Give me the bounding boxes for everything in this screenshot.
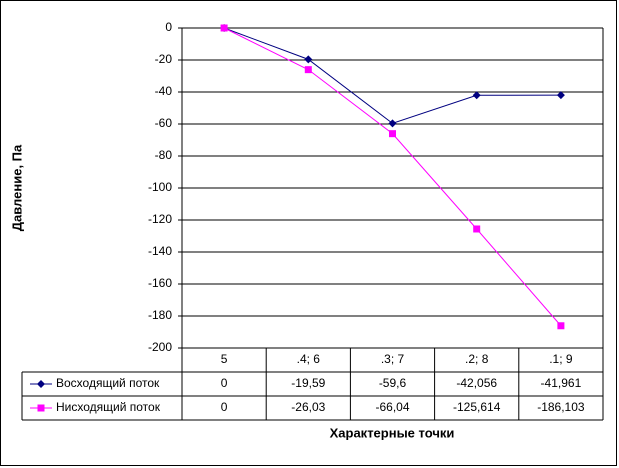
x-axis-title: Характерные точки <box>330 425 455 440</box>
marker <box>220 24 228 32</box>
marker <box>37 404 45 412</box>
table-value: -41,961 <box>541 376 582 390</box>
y-tick-label: -100 <box>148 180 172 194</box>
x-tick-label: .1; 9 <box>549 352 573 366</box>
marker <box>304 66 312 74</box>
marker <box>389 130 396 138</box>
y-tick-label: 0 <box>165 20 172 34</box>
table-value: -186,103 <box>537 400 585 414</box>
x-tick-label: .4; 6 <box>297 352 321 366</box>
marker <box>388 119 397 128</box>
marker <box>556 91 565 100</box>
y-tick-label: -20 <box>155 52 173 66</box>
y-tick-label: -80 <box>155 148 173 162</box>
y-axis-title: Давление, Па <box>9 144 24 231</box>
x-tick-label: .2; 8 <box>465 352 489 366</box>
y-tick-label: -120 <box>148 212 172 226</box>
table-value: -42,056 <box>456 376 497 390</box>
y-tick-label: -140 <box>148 244 172 258</box>
marker <box>557 322 565 330</box>
marker <box>37 380 45 388</box>
y-tick-label: -200 <box>148 340 172 354</box>
table-value: -66,04 <box>375 400 409 414</box>
marker <box>472 91 481 100</box>
x-tick-label: .3; 7 <box>381 352 405 366</box>
y-tick-label: -160 <box>148 276 172 290</box>
table-value: 0 <box>221 400 228 414</box>
y-tick-label: -40 <box>155 84 173 98</box>
marker <box>473 225 481 233</box>
table-value: -59,6 <box>379 376 407 390</box>
table-value: 0 <box>221 376 228 390</box>
y-tick-label: -60 <box>155 116 173 130</box>
marker <box>304 55 313 64</box>
table-value: -125,614 <box>453 400 501 414</box>
x-tick-label: 5 <box>221 352 228 366</box>
legend-label: Восходящий поток <box>56 376 160 390</box>
table-value: -26,03 <box>291 400 325 414</box>
y-tick-label: -180 <box>148 308 172 322</box>
legend-label: Нисходящий поток <box>56 400 161 414</box>
table-value: -19,59 <box>291 376 325 390</box>
